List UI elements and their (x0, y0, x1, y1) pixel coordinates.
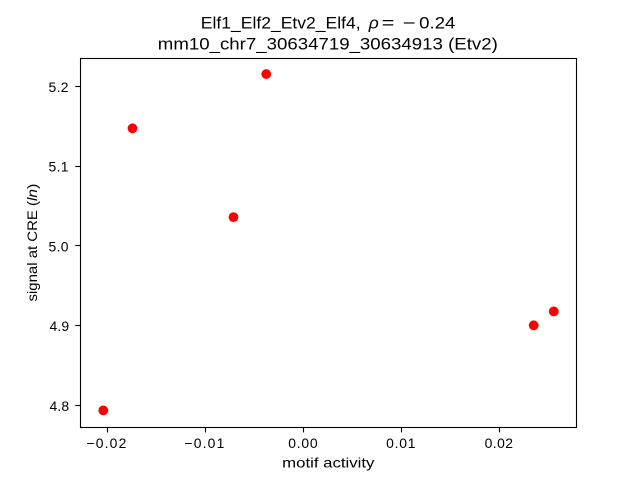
svg-text:=: = (382, 14, 395, 33)
svg-text:−0.01: −0.01 (184, 435, 224, 451)
svg-text:0.02: 0.02 (485, 435, 514, 451)
svg-text:−: − (403, 14, 416, 33)
svg-text:motif activity: motif activity (282, 454, 374, 470)
svg-text:): ) (24, 184, 40, 189)
svg-text:Elf1_Elf2_Etv2_Elf4,: Elf1_Elf2_Etv2_Elf4, (201, 14, 361, 33)
svg-text:5.1: 5.1 (49, 159, 69, 175)
svg-text:−0.02: −0.02 (86, 435, 126, 451)
svg-text:5.0: 5.0 (49, 238, 69, 254)
svg-text:mm10_chr7_30634719_30634913 (E: mm10_chr7_30634719_30634913 (Etv2) (158, 35, 498, 54)
svg-text:ρ: ρ (368, 14, 379, 33)
svg-text:4.9: 4.9 (50, 318, 70, 334)
svg-text:4.8: 4.8 (50, 398, 70, 414)
svg-text:signal at CRE (: signal at CRE ( (24, 201, 40, 302)
svg-text:0.01: 0.01 (386, 435, 416, 451)
svg-text:ln: ln (24, 189, 40, 201)
svg-text:0.00: 0.00 (288, 435, 318, 451)
svg-text:0.24: 0.24 (419, 14, 455, 33)
svg-text:5.2: 5.2 (49, 79, 69, 95)
